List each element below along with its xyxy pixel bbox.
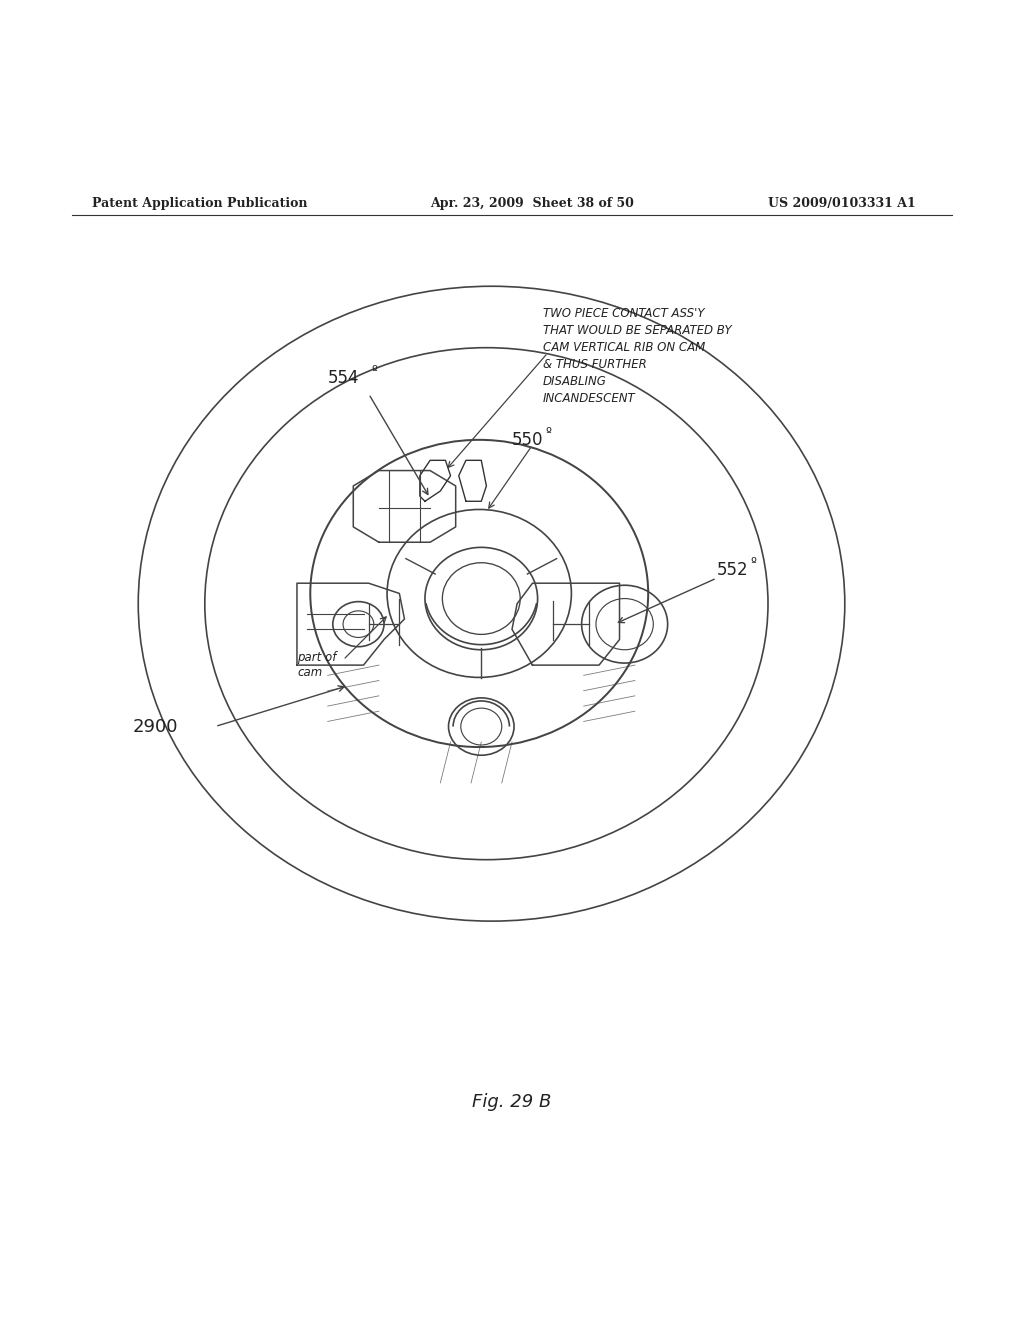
Text: TWO PIECE CONTACT ASS'Y
THAT WOULD BE SEPARATED BY
CAM VERTICAL RIB ON CAM
& THU: TWO PIECE CONTACT ASS'Y THAT WOULD BE SE… bbox=[543, 306, 731, 405]
Text: 552: 552 bbox=[717, 561, 749, 579]
Text: US 2009/0103331 A1: US 2009/0103331 A1 bbox=[768, 197, 915, 210]
Text: 2900: 2900 bbox=[133, 718, 178, 735]
Text: º: º bbox=[546, 426, 552, 440]
Text: Patent Application Publication: Patent Application Publication bbox=[92, 197, 307, 210]
Text: Apr. 23, 2009  Sheet 38 of 50: Apr. 23, 2009 Sheet 38 of 50 bbox=[430, 197, 634, 210]
Text: 550: 550 bbox=[512, 430, 544, 449]
Text: Fig. 29 B: Fig. 29 B bbox=[472, 1093, 552, 1111]
Text: º: º bbox=[751, 556, 757, 569]
Text: 554: 554 bbox=[328, 370, 359, 387]
Text: part of
cam: part of cam bbox=[297, 651, 336, 678]
Text: º: º bbox=[372, 364, 378, 376]
